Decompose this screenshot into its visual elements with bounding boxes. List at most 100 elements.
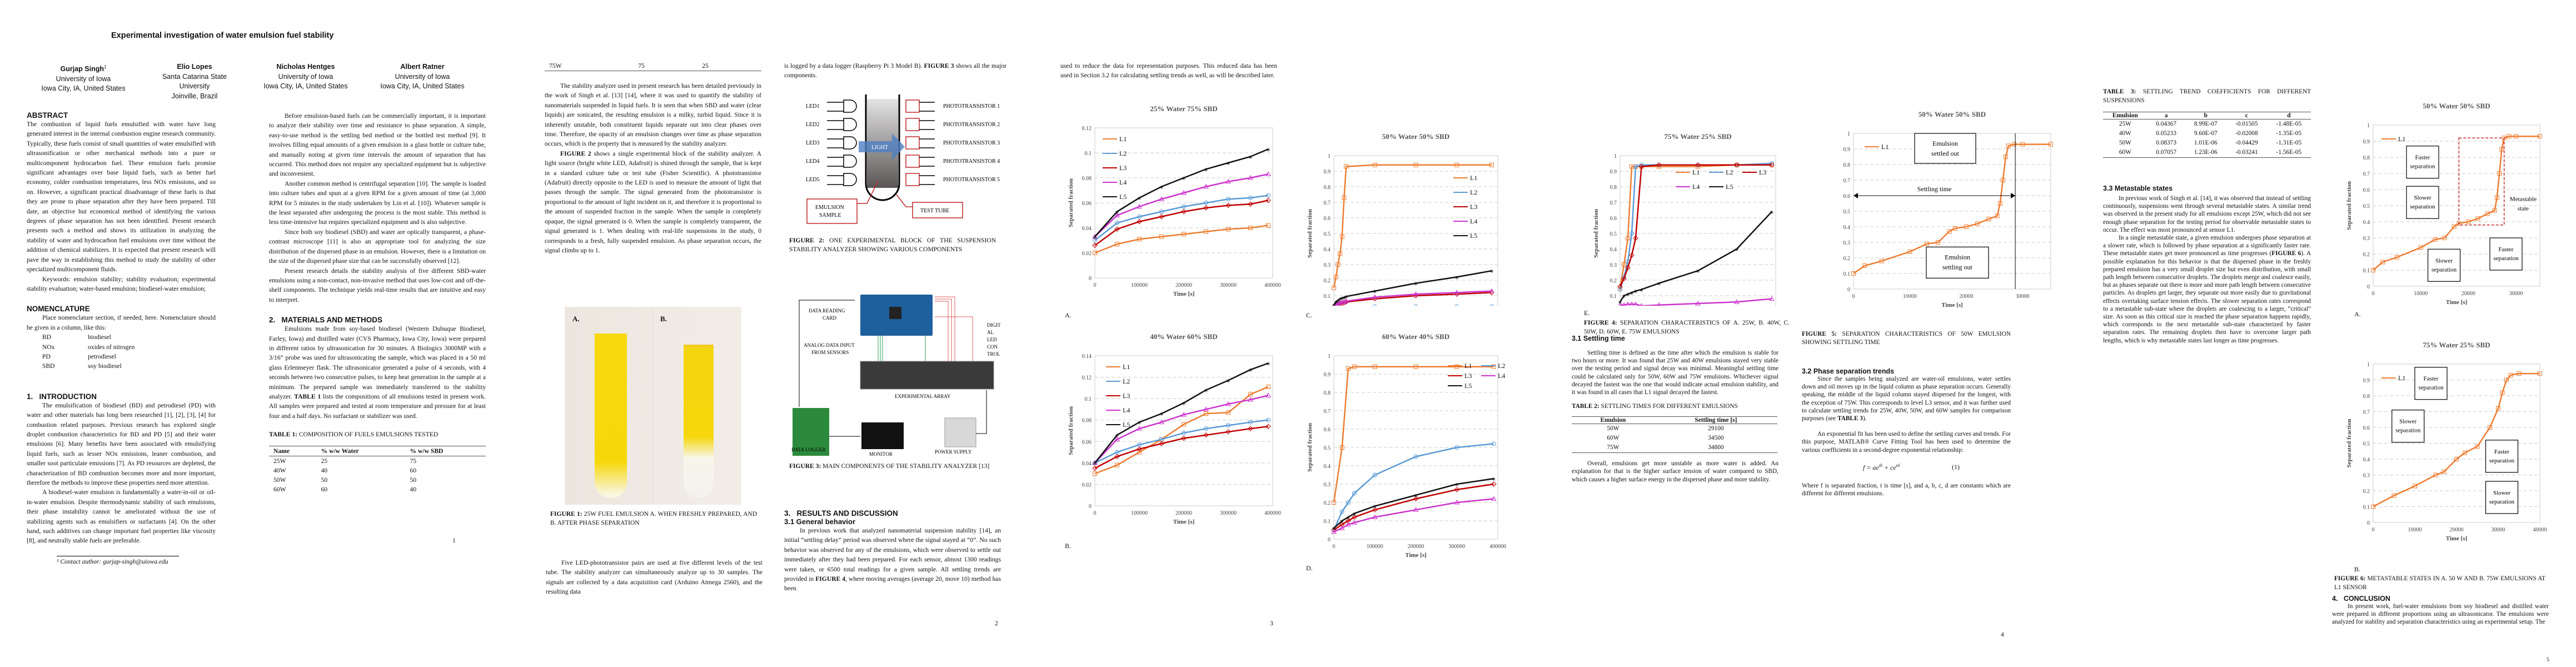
- table-cell: 75: [410, 457, 417, 465]
- data-point: [1248, 397, 1253, 402]
- data-point: [1335, 300, 1341, 306]
- data-point: [1092, 465, 1098, 471]
- data-point: [1618, 287, 1622, 292]
- monitor-icon: [861, 422, 904, 449]
- data-point: ∗: [1696, 268, 1700, 275]
- table-cell: -0.02008: [2235, 130, 2258, 137]
- chart-title: 75% Water 25% SBD: [2423, 341, 2490, 349]
- y-tick-label: 0.4: [1610, 247, 1617, 253]
- data-point: [1137, 426, 1142, 431]
- data-point: [1093, 251, 1097, 255]
- data-point: [1454, 162, 1459, 167]
- y-tick-label: 0.6: [2363, 425, 2370, 431]
- annotation-text: state: [2518, 206, 2529, 212]
- x-tick-label: 20000: [1959, 293, 1973, 300]
- y-axis-label: Separated fraction: [1307, 209, 1313, 258]
- digital-wires: [935, 296, 973, 361]
- data-point: ∗: [1093, 461, 1097, 467]
- chart-40w: 40% Water 60% SBD 0 0.02 0.04 0.06 0.08 0.1 0.1…: [1068, 332, 1281, 525]
- data-point: [2454, 457, 2459, 461]
- annotation-text: Slower: [2399, 419, 2417, 425]
- y-tick-label: 0.3: [1324, 262, 1331, 268]
- figure6-caption: FIGURE 6: METASTABLE STATES IN A. 50 W A…: [2334, 575, 2545, 591]
- x-tick-label: 10000: [1903, 293, 1917, 300]
- nomenclature-list: BD biodiesel NOx oxides of nitrogen PD petrod…: [42, 332, 216, 371]
- phototransistor-icon: [905, 118, 920, 131]
- table-cell: 40W: [2119, 130, 2131, 137]
- y-tick-label: 0: [2367, 520, 2370, 526]
- annotation-text: Faster: [2494, 449, 2509, 455]
- data-point: [2020, 142, 2025, 147]
- intro-paragraph: Another common method is centrifugal sep…: [269, 180, 486, 226]
- data-point: ∗: [1626, 292, 1630, 298]
- data-point: [1975, 221, 1980, 226]
- data-point: [2508, 372, 2513, 377]
- data-point: [1622, 262, 1626, 267]
- y-tick-label: 0.5: [2363, 441, 2370, 447]
- y-tick-label: 0.4: [1324, 247, 1331, 253]
- data-point: [1352, 520, 1357, 525]
- data-point: [1226, 410, 1230, 415]
- methods-paragraph: Emulsions made from soy-based biodiesel …: [269, 325, 486, 420]
- series-line-l1: [1094, 386, 1269, 475]
- table3: Emulsion a b c d 25W 0.04367 8.99E-07 -0.01505 -…: [2103, 112, 2311, 158]
- data-point: [2488, 425, 2492, 430]
- table-cell: 75W: [549, 62, 562, 69]
- author-affiliation: Iowa City, IA, United States: [41, 84, 126, 93]
- legend-label: L1: [1470, 174, 1477, 182]
- data-point: ∗: [1333, 300, 1338, 306]
- table-cell: -1.35E-05: [2276, 130, 2302, 137]
- intro-paragraph: Since both soy biodiesel (SBD) and water…: [269, 228, 486, 265]
- nomenclature-intro: Place nomenclature section, if needed, h…: [27, 314, 216, 331]
- annotation-text: Faster: [2499, 246, 2514, 253]
- phototransistor-leads: [919, 102, 935, 112]
- table-row: 25W 25 75: [269, 456, 486, 466]
- table-cell: 25: [321, 457, 328, 465]
- chart-fig6b-metastable: 75% Water 25% SBD 0 0.1 0.2 0.3 0.4 0.5 0.6 0.7 0…: [2346, 341, 2547, 542]
- paper-title: Experimental investigation of water emul…: [111, 31, 334, 40]
- conclusion-paragraph: In present work, fuel-water emulsions fr…: [2332, 603, 2549, 626]
- led-leads: [827, 102, 844, 112]
- led-leads: [827, 157, 844, 167]
- y-tick-label: 0.1: [1610, 293, 1617, 300]
- data-point: [1137, 450, 1142, 455]
- data-point: ∗: [1137, 196, 1142, 202]
- series-line-l1: [1094, 225, 1269, 254]
- data-point: [2475, 216, 2480, 221]
- table-cell: 50W: [2119, 140, 2131, 146]
- led-leads: [827, 138, 844, 148]
- phototransistor-label: PHOTOTRANSISTOR 1: [943, 103, 1000, 109]
- data-point: [2457, 221, 2462, 226]
- digital-label: TROL: [987, 351, 1000, 357]
- table-cell: 60W: [273, 486, 286, 494]
- series-line-l2: [1094, 419, 1269, 464]
- series-line-l1: [1333, 366, 1494, 503]
- panel-label-c: C.: [1306, 311, 1313, 319]
- data-point: [1182, 232, 1186, 237]
- data-point: [2500, 390, 2505, 395]
- data-point: [1629, 252, 1635, 258]
- phase-paragraph: Since the samples being analyzed are wat…: [1802, 376, 2011, 422]
- data-point: [2507, 134, 2512, 139]
- x-tick-label: 0: [1852, 293, 1855, 300]
- table-cell: -0.04429: [2235, 140, 2258, 146]
- y-tick-label: 0.9: [1610, 169, 1617, 175]
- array-label: EXPERIMENTAL ARRAY: [895, 394, 951, 399]
- data-point: ∗: [1622, 293, 1626, 300]
- data-point: [2496, 406, 2500, 411]
- y-tick-label: 0.08: [1082, 418, 1092, 424]
- nomenclature-heading: NOMENCLATURE: [27, 305, 90, 313]
- chart-75w: 75% Water 25% SBD00.10.20.30.40.50.60.70…: [1593, 132, 1776, 306]
- x-tick-label: 100000: [1367, 544, 1383, 550]
- table-cell: 60: [410, 467, 417, 475]
- annotation-box: [2485, 481, 2519, 514]
- data-point: [1734, 299, 1740, 304]
- light-arrow-icon: [859, 133, 905, 160]
- data-point: [2006, 143, 2011, 148]
- table1-continued: 75W 75 25: [545, 61, 761, 71]
- analog-label: ANALOG DATA INPUT: [804, 342, 855, 348]
- data-point: [1265, 424, 1271, 429]
- annotation-text: separation: [2489, 457, 2515, 464]
- data-point: ∗: [1336, 298, 1340, 304]
- data-point: [1203, 432, 1209, 438]
